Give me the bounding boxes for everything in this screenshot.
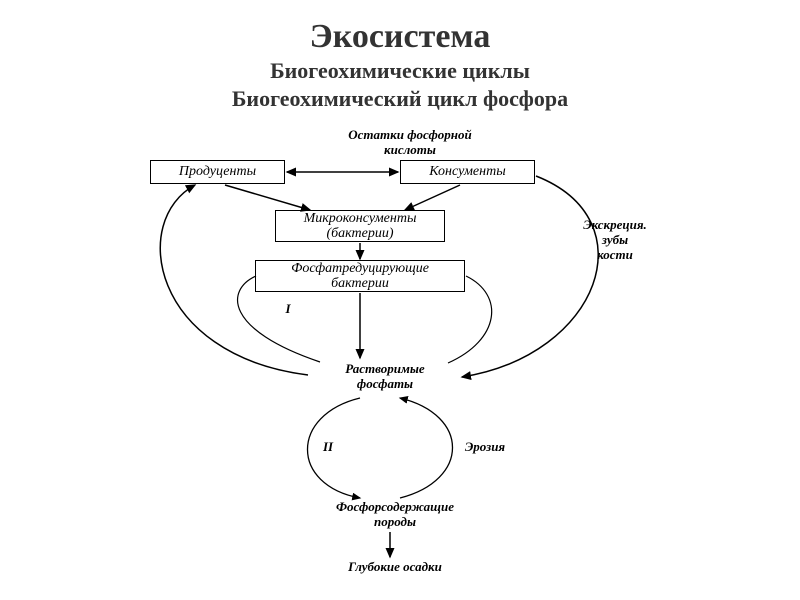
phosphorus-cycle-diagram: Остатки фосфорнойкислоты Продуценты Конс…: [0, 130, 800, 600]
edge-prod-micro: [225, 185, 310, 210]
edge-kons-rastvor: [462, 176, 598, 377]
edge-fosfred-rastvor-right: [448, 276, 492, 363]
title-main: Экосистема: [0, 18, 800, 56]
title-block: Экосистема Биогеохимические циклы Биогео…: [0, 0, 800, 112]
edge-rastvor-prod: [160, 185, 308, 375]
edge-kons-micro: [405, 185, 460, 210]
title-sub1: Биогеохимические циклы: [0, 58, 800, 84]
edge-cycle-left: [308, 398, 361, 498]
diagram-arrows: [0, 130, 800, 600]
title-sub2: Биогеохимический цикл фосфора: [0, 86, 800, 112]
edge-fosfred-rastvor-curve: [238, 276, 320, 362]
edge-cycle-right: [400, 398, 453, 498]
